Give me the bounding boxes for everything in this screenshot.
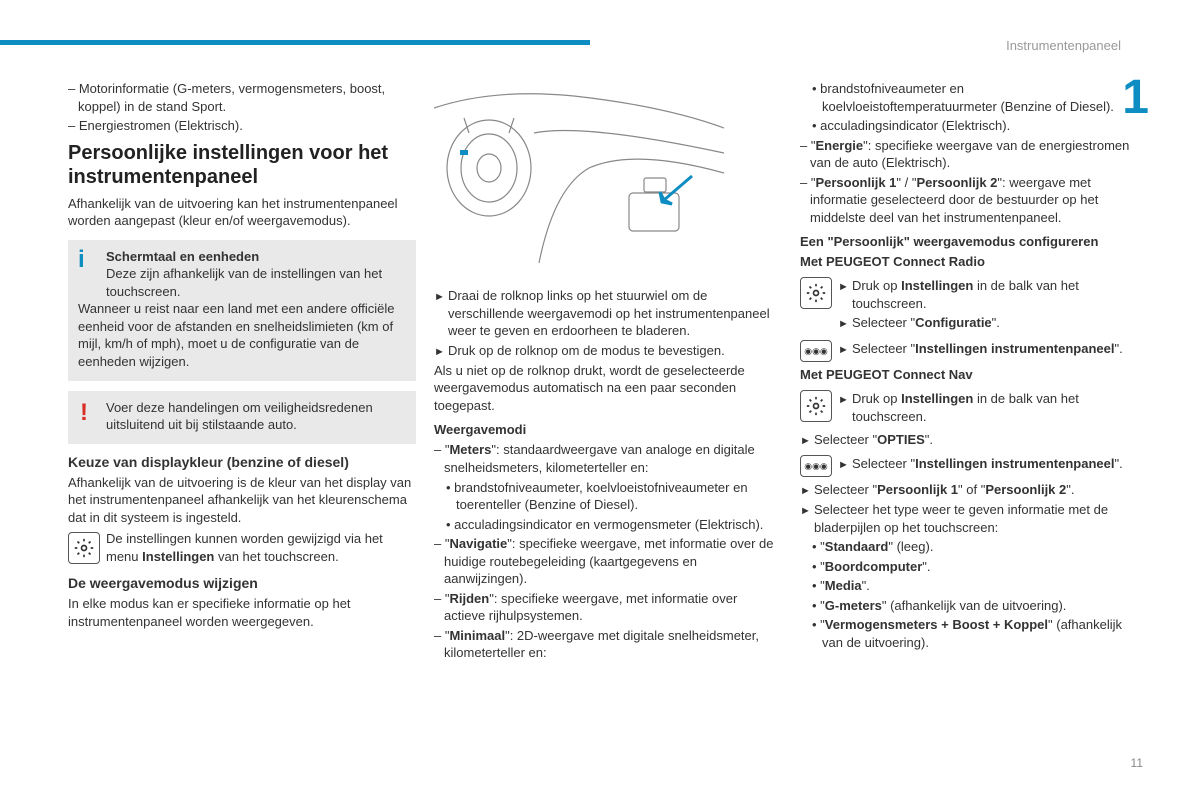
warning-icon: ! <box>80 397 88 429</box>
option-item: • "Media". <box>800 577 1142 595</box>
intro-line: – Motorinformatie (G-meters, vermogensme… <box>68 80 416 115</box>
dials-icon: ◉◉◉ <box>800 340 832 362</box>
icon-step: ◉◉◉ Selecteer "Instellingen instrumenten… <box>800 338 1142 362</box>
heading-configure-personal: Een "Persoonlijk" weergavemodus configur… <box>800 234 1142 249</box>
heading-display-modes: Weergavemodi <box>434 422 782 437</box>
mode-item: – "Minimaal": 2D-weergave met digitale s… <box>434 627 782 662</box>
dashboard-illustration <box>434 78 724 268</box>
sub-bullet: • brandstofniveaumeter en koelvloeistoft… <box>800 80 1142 115</box>
instruction-text: De instellingen kunnen worden gewijzigd … <box>106 530 416 565</box>
paragraph: Afhankelijk van de uitvoering kan het in… <box>68 195 416 230</box>
sub-bullet: • brandstofniveaumeter, koelvloeistofniv… <box>434 479 782 514</box>
step-item: Selecteer "OPTIES". <box>800 431 1142 449</box>
subheading-nav: Met PEUGEOT Connect Nav <box>800 366 1142 384</box>
heading-personal-settings: Persoonlijke instellingen voor het instr… <box>68 141 416 189</box>
paragraph: Afhankelijk van de uitvoering is de kleu… <box>68 474 416 527</box>
column-1: – Motorinformatie (G-meters, vermogensme… <box>68 78 416 664</box>
mode-item: – "Meters": standaardweergave van analog… <box>434 441 782 476</box>
icon-step: Druk op Instellingen in de balk van het … <box>800 388 1142 427</box>
warning-box: ! Voer deze handelingen om veiligheidsre… <box>68 391 416 444</box>
step-item: Selecteer "Configuratie". <box>838 314 1142 332</box>
option-item: • "G-meters" (afhankelijk van de uitvoer… <box>800 597 1142 615</box>
step-item: Druk op Instellingen in de balk van het … <box>838 390 1142 425</box>
info-box-language: i Schermtaal en eenheden Deze zijn afhan… <box>68 240 416 381</box>
sub-bullet: • acculadingsindicator (Elektrisch). <box>800 117 1142 135</box>
info-text: Wanneer u reist naar een land met een an… <box>78 300 406 370</box>
dials-icon: ◉◉◉ <box>800 455 832 477</box>
info-icon: i <box>78 244 85 276</box>
mode-item: – "Persoonlijk 1" / "Persoonlijk 2": wee… <box>800 174 1142 227</box>
icon-step: ◉◉◉ Selecteer "Instellingen instrumenten… <box>800 453 1142 477</box>
heading-change-mode: De weergavemodus wijzigen <box>68 575 416 591</box>
subheading-radio: Met PEUGEOT Connect Radio <box>800 253 1142 271</box>
mode-item: – "Rijden": specifieke weergave, met inf… <box>434 590 782 625</box>
heading-display-color: Keuze van displaykleur (benzine of diese… <box>68 454 416 470</box>
icon-step: Druk op Instellingen in de balk van het … <box>800 275 1142 334</box>
column-2: Draai de rolknop links op het stuurwiel … <box>434 78 782 664</box>
sub-bullet: • acculadingsindicator en vermogensmeter… <box>434 516 782 534</box>
step-item: Selecteer "Instellingen instrumentenpane… <box>838 455 1142 473</box>
option-item: • "Standaard" (leeg). <box>800 538 1142 556</box>
warning-text: Voer deze handelingen om veiligheidsrede… <box>106 399 406 434</box>
step-item: Selecteer "Persoonlijk 1" of "Persoonlij… <box>800 481 1142 499</box>
intro-line: – Energiestromen (Elektrisch). <box>68 117 416 135</box>
step-item: Druk op Instellingen in de balk van het … <box>838 277 1142 312</box>
mode-item: – "Energie": specifieke weergave van de … <box>800 137 1142 172</box>
option-item: • "Boordcomputer". <box>800 558 1142 576</box>
paragraph: In elke modus kan er specifieke informat… <box>68 595 416 630</box>
page-content: – Motorinformatie (G-meters, vermogensme… <box>68 78 1148 664</box>
column-3: • brandstofniveaumeter en koelvloeistoft… <box>800 78 1142 664</box>
step-item: Druk op de rolknop om de modus te bevest… <box>434 342 782 360</box>
step-item: Selecteer "Instellingen instrumentenpane… <box>838 340 1142 358</box>
settings-gear-icon <box>68 532 100 564</box>
settings-gear-icon <box>800 277 832 309</box>
mode-item: – "Navigatie": specifieke weergave, met … <box>434 535 782 588</box>
step-item: Selecteer het type weer te geven informa… <box>800 501 1142 536</box>
icon-instruction: De instellingen kunnen worden gewijzigd … <box>68 530 416 565</box>
info-text: Deze zijn afhankelijk van de instellinge… <box>106 265 406 300</box>
paragraph: Als u niet op de rolknop drukt, wordt de… <box>434 362 782 415</box>
header-accent-bar <box>0 40 590 45</box>
step-item: Draai de rolknop links op het stuurwiel … <box>434 287 782 340</box>
page-number: 11 <box>1131 756 1143 770</box>
info-title: Schermtaal en eenheden <box>106 249 259 264</box>
section-header: Instrumentenpaneel <box>1006 38 1121 53</box>
option-item: • "Vermogensmeters + Boost + Koppel" (af… <box>800 616 1142 651</box>
settings-gear-icon <box>800 390 832 422</box>
